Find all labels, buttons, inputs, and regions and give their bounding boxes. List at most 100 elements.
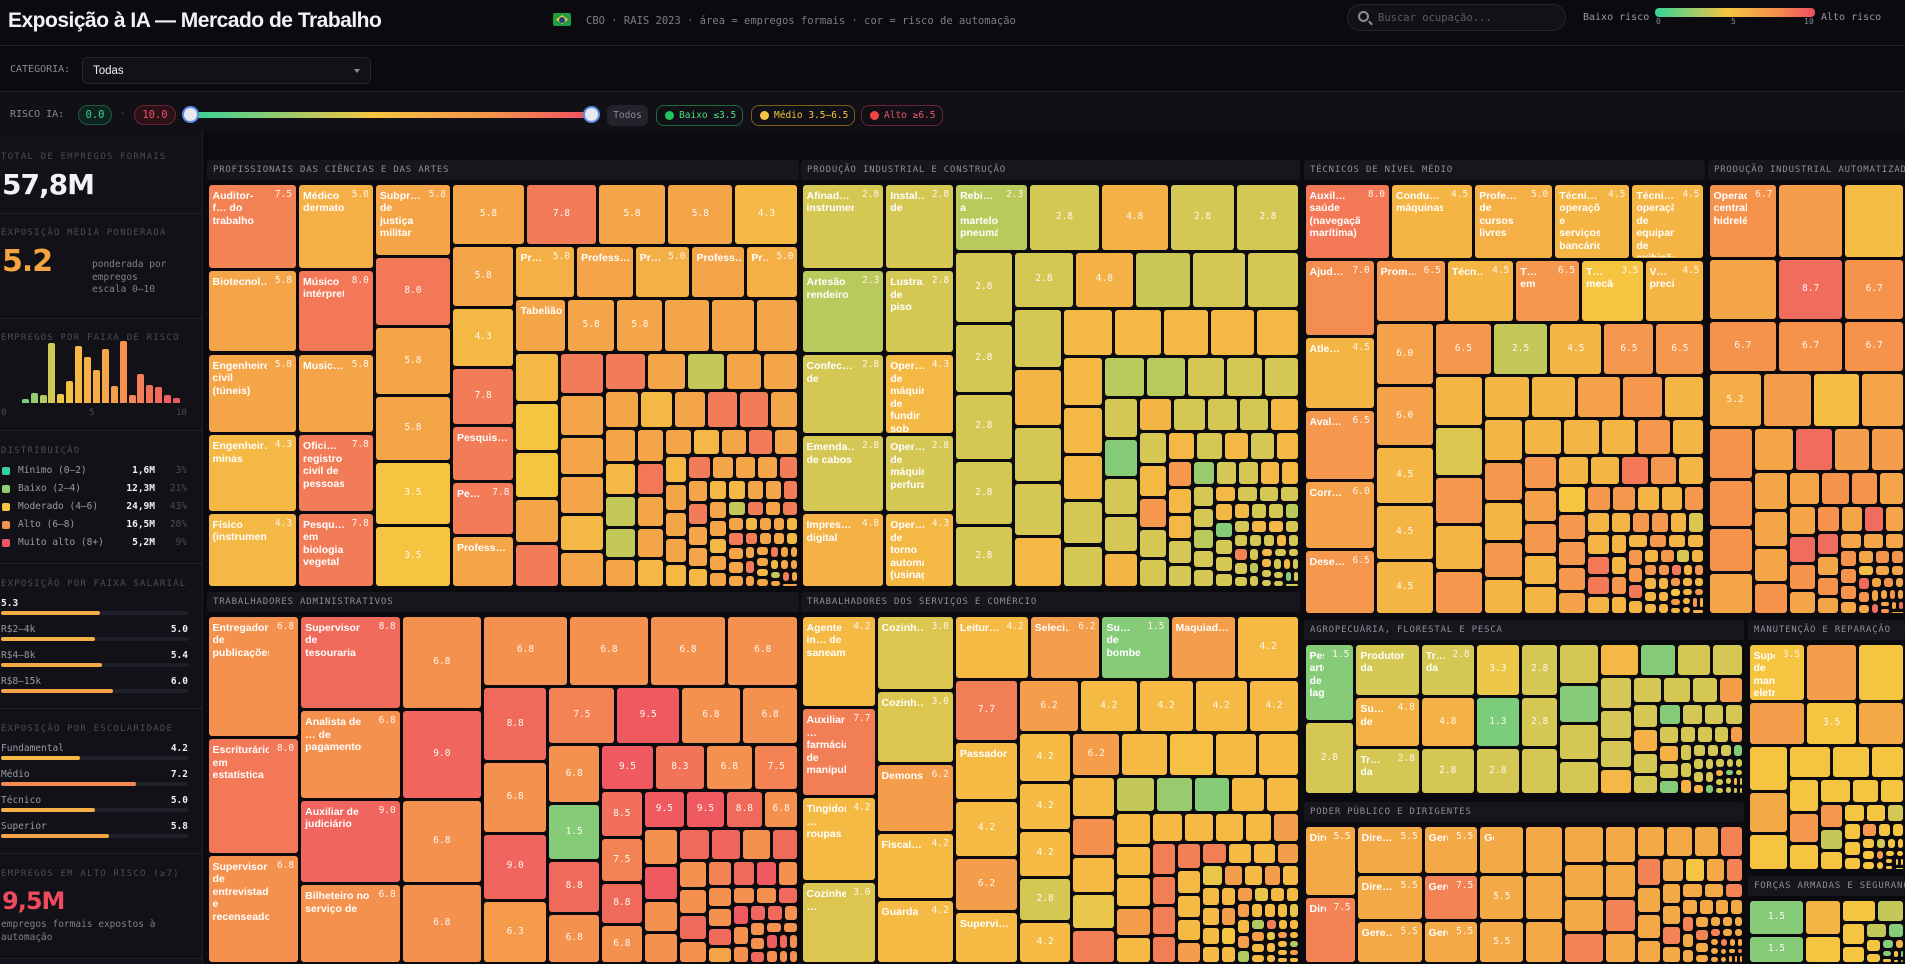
treemap-tile-small[interactable] xyxy=(1709,528,1752,572)
treemap-tile-small[interactable] xyxy=(1659,727,1678,743)
treemap-tile-small[interactable] xyxy=(1882,940,1893,949)
treemap-tile-small[interactable] xyxy=(1721,948,1727,955)
treemap-tile-small[interactable] xyxy=(775,429,798,454)
treemap-tile-small[interactable] xyxy=(1559,567,1585,590)
treemap-tile-small[interactable] xyxy=(1269,504,1283,518)
treemap-tile-small[interactable] xyxy=(1234,535,1247,547)
treemap-tile[interactable]: 2.8 xyxy=(1522,698,1558,746)
treemap-tile-small[interactable] xyxy=(1706,784,1714,794)
treemap-tile-small[interactable] xyxy=(1670,598,1680,605)
treemap-tile-small[interactable] xyxy=(1875,550,1889,563)
treemap-tile-small[interactable] xyxy=(665,300,709,351)
treemap-tile-small[interactable] xyxy=(1672,420,1704,454)
treemap-tile-small[interactable] xyxy=(1277,950,1288,955)
treemap-tile[interactable]: 6.2 xyxy=(955,858,1018,911)
treemap-tile-small[interactable] xyxy=(1139,466,1166,496)
treemap-tile-small[interactable] xyxy=(1014,483,1061,535)
treemap-tile-small[interactable] xyxy=(767,950,777,963)
treemap-tile-small[interactable] xyxy=(1716,779,1724,786)
treemap-tile-small[interactable] xyxy=(1726,759,1734,768)
treemap-tile-small[interactable] xyxy=(1234,576,1247,587)
treemap-tile-small[interactable] xyxy=(1484,580,1523,614)
treemap-tile-small[interactable] xyxy=(1866,924,1886,938)
treemap-tile-small[interactable] xyxy=(1716,770,1724,777)
treemap-tile-small[interactable] xyxy=(644,867,677,899)
treemap-tile-small[interactable] xyxy=(1238,486,1258,502)
treemap-tile-small[interactable] xyxy=(1729,938,1735,946)
treemap-tile-small[interactable] xyxy=(1232,778,1265,812)
treemap-tile-small[interactable] xyxy=(1821,805,1842,827)
treemap-tile-small[interactable] xyxy=(1723,929,1732,936)
treemap-tile-small[interactable] xyxy=(770,391,798,427)
treemap-tile-small[interactable] xyxy=(1865,506,1884,531)
treemap-tile[interactable]: Ofici… registro civil de pessoas 7.8 xyxy=(299,435,373,511)
treemap-tile-small[interactable] xyxy=(1840,568,1856,583)
treemap-tile-small[interactable] xyxy=(665,539,687,562)
treemap-tile-small[interactable] xyxy=(1152,937,1175,963)
treemap-tile-small[interactable] xyxy=(1712,644,1743,676)
treemap-tile-small[interactable] xyxy=(1737,938,1743,946)
treemap-tile[interactable]: 6.8 xyxy=(549,745,599,803)
treemap-tile-small[interactable] xyxy=(561,396,604,435)
treemap-tile-small[interactable] xyxy=(687,353,724,389)
treemap-tile-small[interactable] xyxy=(1729,948,1735,954)
treemap-tile-small[interactable] xyxy=(1749,793,1788,832)
treemap-tile[interactable]: 9.5 xyxy=(617,688,679,743)
treemap-tile-small[interactable] xyxy=(1659,591,1668,602)
treemap-tile-small[interactable] xyxy=(1864,533,1883,548)
treemap-tile-small[interactable] xyxy=(1073,778,1114,816)
treemap-tile[interactable]: Pr… 5.0 xyxy=(635,246,690,298)
treemap-tile-small[interactable] xyxy=(1271,398,1299,430)
treemap-tile-small[interactable] xyxy=(1286,887,1299,902)
treemap-tile-small[interactable] xyxy=(1886,858,1893,864)
treemap-tile-small[interactable] xyxy=(1663,858,1683,882)
treemap-tile-small[interactable] xyxy=(1259,734,1299,776)
treemap-tile-small[interactable] xyxy=(1682,597,1690,605)
treemap-tile-small[interactable] xyxy=(1252,520,1267,533)
treemap-tile-small[interactable] xyxy=(1664,678,1690,703)
treemap-tile[interactable]: Dese… 6.5 xyxy=(1305,550,1374,614)
treemap-tile-small[interactable] xyxy=(1886,851,1894,856)
treemap-tile-small[interactable] xyxy=(1842,924,1864,945)
treemap-tile[interactable]: 5.8 xyxy=(452,184,525,244)
treemap-tile-small[interactable] xyxy=(1754,583,1788,614)
treemap-tile-small[interactable] xyxy=(1224,432,1249,459)
treemap-tile-small[interactable] xyxy=(1644,591,1657,602)
treemap-tile[interactable]: 8.8 xyxy=(726,792,762,828)
treemap-tile-small[interactable] xyxy=(783,583,798,587)
treemap-tile-small[interactable] xyxy=(1726,858,1743,882)
treemap-tile-small[interactable] xyxy=(1896,851,1904,856)
treemap-tile-small[interactable] xyxy=(722,429,747,454)
treemap-tile-small[interactable] xyxy=(1818,506,1840,531)
treemap-tile[interactable]: Dire… 5.5 xyxy=(1305,826,1355,896)
treemap-tile-small[interactable] xyxy=(1679,456,1704,485)
treemap-tile-small[interactable] xyxy=(1245,814,1272,842)
treemap-tile[interactable]: Corr… 6.0 xyxy=(1305,482,1374,548)
treemap-tile[interactable]: Instal… de 2.8 xyxy=(886,184,954,269)
treemap-tile-small[interactable] xyxy=(1705,884,1724,898)
treemap-tile-small[interactable] xyxy=(1683,950,1694,963)
treemap-tile-small[interactable] xyxy=(1601,741,1631,767)
treemap-tile[interactable]: 4.2 xyxy=(1020,922,1071,963)
treemap-tile[interactable]: 4.5 xyxy=(1376,506,1433,560)
treemap-tile-small[interactable] xyxy=(1264,358,1299,396)
treemap-tile-small[interactable] xyxy=(1882,959,1892,963)
treemap-tile[interactable]: 9.5 xyxy=(687,792,724,828)
treemap-tile-small[interactable] xyxy=(1739,787,1743,794)
treemap-tile-small[interactable] xyxy=(767,922,782,933)
treemap-tile-small[interactable] xyxy=(1814,374,1859,427)
treemap-tile-small[interactable] xyxy=(675,391,706,427)
treemap-tile[interactable]: 9.5 xyxy=(602,745,653,790)
treemap-tile-small[interactable] xyxy=(1290,957,1299,963)
treemap-tile-small[interactable] xyxy=(1659,705,1681,725)
treemap-tile[interactable]: Emenda… de cabos 2.8 xyxy=(802,436,884,512)
treemap-tile-small[interactable] xyxy=(1277,941,1287,947)
treemap-tile-small[interactable] xyxy=(1063,358,1102,405)
treemap-tile-small[interactable] xyxy=(1073,930,1114,963)
treemap-tile-small[interactable] xyxy=(1526,922,1562,963)
treemap-tile[interactable]: 2.5 xyxy=(1494,324,1548,374)
treemap-tile-small[interactable] xyxy=(749,429,773,454)
treemap-tile-small[interactable] xyxy=(606,429,636,461)
treemap-tile-small[interactable] xyxy=(694,429,720,454)
treemap-tile[interactable]: Engenheir… minas 4.3 xyxy=(208,435,297,511)
